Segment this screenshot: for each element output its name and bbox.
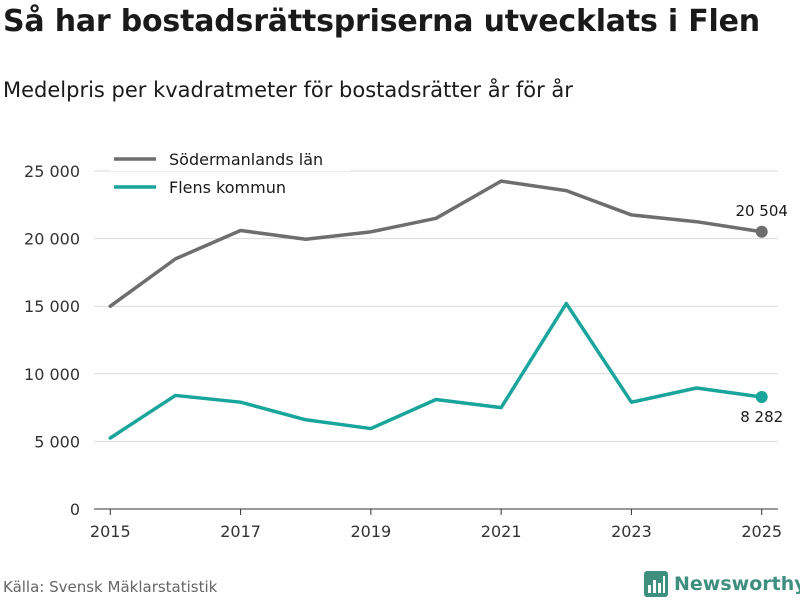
- y-tick-label: 20 000: [24, 230, 80, 249]
- series-end-point-0: [755, 225, 768, 238]
- series-end-point-1: [755, 391, 768, 404]
- series-line-1: [108, 301, 764, 440]
- x-tick-label: 2019: [350, 522, 391, 541]
- source-note: Källa: Svensk Mäklarstatistik: [3, 578, 218, 596]
- newsworthy-logo-icon: [644, 571, 668, 597]
- x-tick-label: 2025: [741, 522, 782, 541]
- legend-label: Södermanlands län: [169, 150, 323, 169]
- x-tick-label: 2021: [481, 522, 522, 541]
- series-end-label: 8 282: [740, 408, 783, 426]
- brand-logo[interactable]: Newsworthy: [644, 570, 800, 598]
- x-tick-label: 2023: [611, 522, 652, 541]
- x-tick-label: 2015: [90, 522, 131, 541]
- brand-name: Newsworthy: [674, 573, 800, 595]
- series-line-0: [108, 179, 764, 308]
- y-tick-label: 10 000: [24, 365, 80, 384]
- axes: 0 5 000 10 000 15 000 20 000 25 000 2015 2017 20…: [24, 162, 782, 541]
- legend: Södermanlands län Flens kommun: [110, 147, 350, 199]
- series-lines: 20 504 8 282: [108, 179, 788, 440]
- chart-subtitle: Medelpris per kvadratmeter för bostadsrä…: [3, 78, 573, 102]
- series-end-label: 20 504: [735, 202, 788, 220]
- x-tick-label: 2017: [220, 522, 261, 541]
- y-tick-label: 0: [70, 500, 80, 519]
- y-tick-label: 15 000: [24, 297, 80, 316]
- chart-title: Så har bostadsrättspriserna utvecklats i…: [3, 4, 760, 39]
- grid-lines: [94, 170, 778, 510]
- y-tick-label: 25 000: [24, 162, 80, 181]
- legend-label: Flens kommun: [169, 178, 286, 197]
- y-tick-label: 5 000: [34, 432, 80, 451]
